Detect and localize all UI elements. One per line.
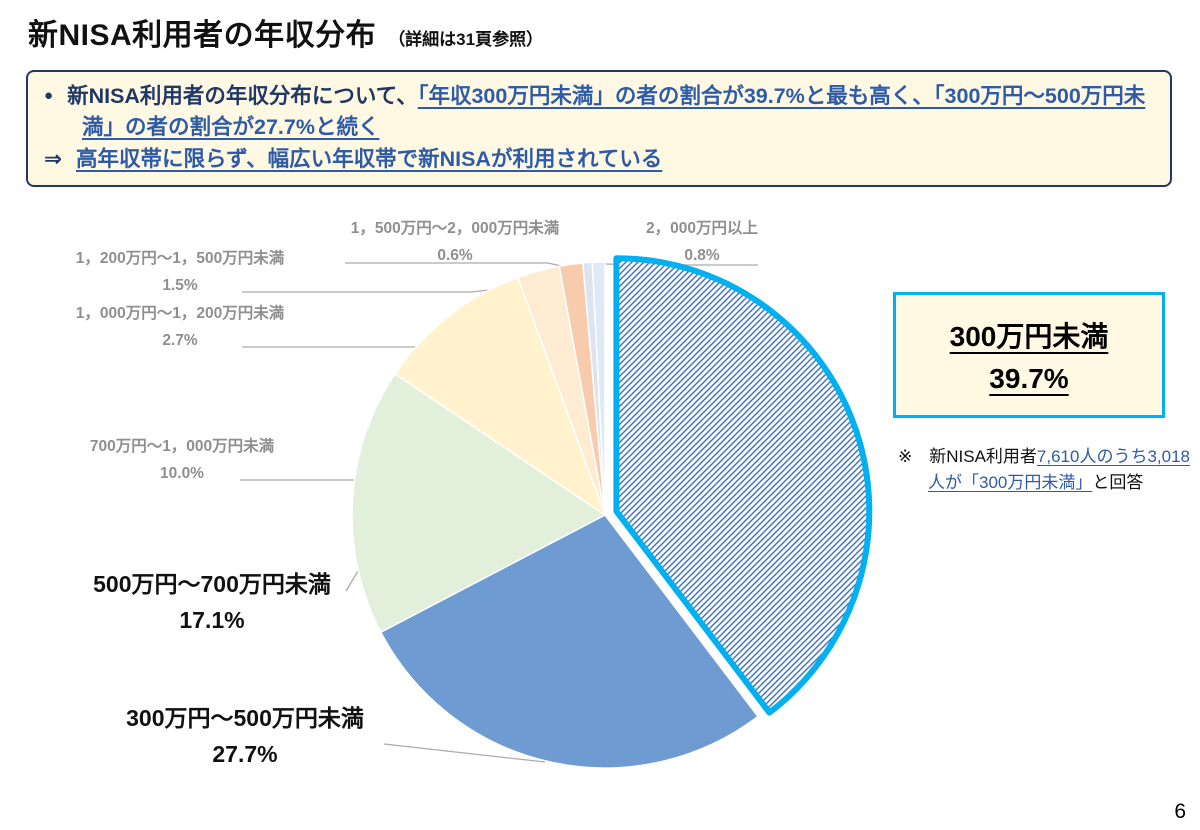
summary-box: ● 新NISA利用者の年収分布について、「年収300万円未満」の者の割合が39.7…	[26, 70, 1172, 187]
bullet-icon: ●	[44, 87, 54, 104]
pie-label-text: 700万円～1，000万円未満	[89, 438, 275, 455]
arrow-icon: ⇒	[44, 147, 63, 172]
pie-label-value: 1.5%	[162, 276, 198, 294]
footnote: ※ 新NISA利用者7,610人のうち3,018人が「300万円未満」と回答	[898, 444, 1200, 495]
pie-label-3: 700万円～1，000万円未満 10.0%	[90, 434, 274, 487]
pie-slice-7	[591, 261, 606, 516]
pie-label-5: 1，200万円～1，500万円未満 1.5%	[76, 246, 284, 299]
pie-label-text: 1，000万円～1，200万円未満	[75, 305, 285, 322]
callout-value: 39.7%	[989, 363, 1069, 394]
summary-conclusion-line: ⇒ 高年収帯に限らず、幅広い年収帯で新NISAが利用されている	[44, 144, 1154, 175]
pie-label-text: 500万円～700万円未満	[93, 571, 331, 597]
pie-label-2: 500万円～700万円未満 17.1%	[93, 566, 331, 639]
pie-label-value: 27.7%	[212, 741, 278, 768]
pie-label-text: 1，200万円～1，500万円未満	[75, 250, 285, 267]
pie-label-6: 1，500万円～2，000万円未満 0.6%	[351, 216, 559, 269]
pie-label-text: 300万円～500万円未満	[126, 705, 364, 731]
pie-label-value: 2.7%	[162, 331, 198, 349]
pie-label-4: 1，000万円～1，200万円未満 2.7%	[76, 301, 284, 354]
summary-conclusion: 高年収帯に限らず、幅広い年収帯で新NISAが利用されている	[76, 147, 663, 172]
pie-slice-2	[351, 373, 606, 633]
footnote-prefix: ※ 新NISA利用者	[898, 447, 1037, 466]
pie-label-1: 300万円～500万円未満 27.7%	[126, 700, 364, 773]
pie-slice-1	[380, 514, 759, 769]
pie-label-text: 1，500万円～2，000万円未満	[350, 220, 560, 237]
footnote-highlight: 7,610人のうち3,018人が「300万円未満」	[928, 447, 1191, 492]
pie-label-value: 0.8%	[684, 246, 720, 264]
pie-slice-3	[394, 276, 606, 516]
summary-point: ● 新NISA利用者の年収分布について、「年収300万円未満」の者の割合が39.7…	[44, 81, 1154, 142]
summary-highlight: 「年収300万円未満」の者の割合が39.7%と最も高く、「300万円～500万円…	[82, 84, 1146, 139]
highlight-callout: 300万円未満 39.7%	[893, 292, 1165, 418]
pie-label-value: 0.6%	[437, 246, 473, 264]
callout-category: 300万円未満	[949, 321, 1109, 352]
pie-label-value: 17.1%	[179, 607, 245, 634]
page-title: 新NISA利用者の年収分布 （詳細は31頁参照）	[28, 10, 543, 54]
page-number: 6	[1174, 800, 1186, 823]
leader-line	[383, 743, 546, 763]
pie-label-value: 10.0%	[160, 464, 204, 482]
pie-slice-0	[613, 255, 873, 716]
title-reference: （詳細は31頁参照）	[388, 30, 544, 49]
footnote-suffix: と回答	[1092, 472, 1144, 492]
pie-label-text: 2，000万円以上	[646, 220, 758, 237]
pie-label-7: 2，000万円以上 0.8%	[646, 216, 758, 269]
summary-lead: 新NISA利用者の年収分布について、	[67, 84, 418, 108]
title-text: 新NISA利用者の年収分布	[28, 19, 377, 52]
